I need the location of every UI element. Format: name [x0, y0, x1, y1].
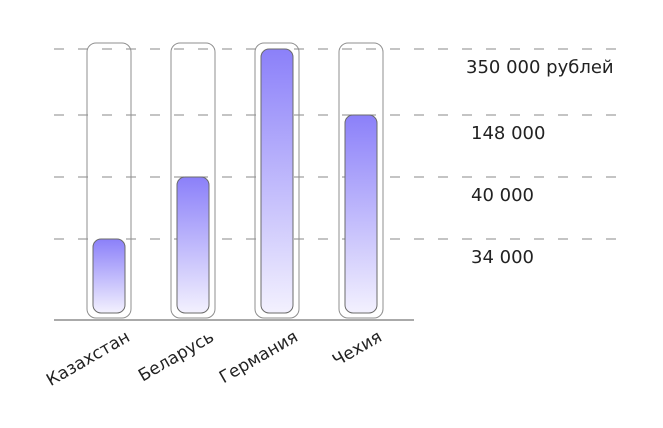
bar: [260, 48, 294, 314]
bar-track: [254, 42, 300, 319]
bar-tracks: [86, 42, 384, 319]
y-tick-label: 40 000: [471, 185, 534, 206]
y-tick-label: 148 000: [471, 123, 545, 144]
category-label: Германия: [216, 327, 302, 388]
category-label: Казахстан: [43, 327, 133, 391]
bars: [92, 48, 378, 314]
y-tick-labels: 350 000 рублей 148 000 40 000 34 000: [466, 57, 614, 268]
bar-track: [338, 42, 384, 319]
bar: [344, 114, 378, 314]
category-label: Беларусь: [135, 327, 217, 386]
bar: [92, 238, 126, 314]
y-tick-label: 350 000 рублей: [466, 57, 614, 78]
y-tick-label: 34 000: [471, 247, 534, 268]
bar: [176, 176, 210, 314]
bar-track: [170, 42, 216, 319]
bar-track: [86, 42, 132, 319]
category-label: Чехия: [329, 327, 385, 371]
